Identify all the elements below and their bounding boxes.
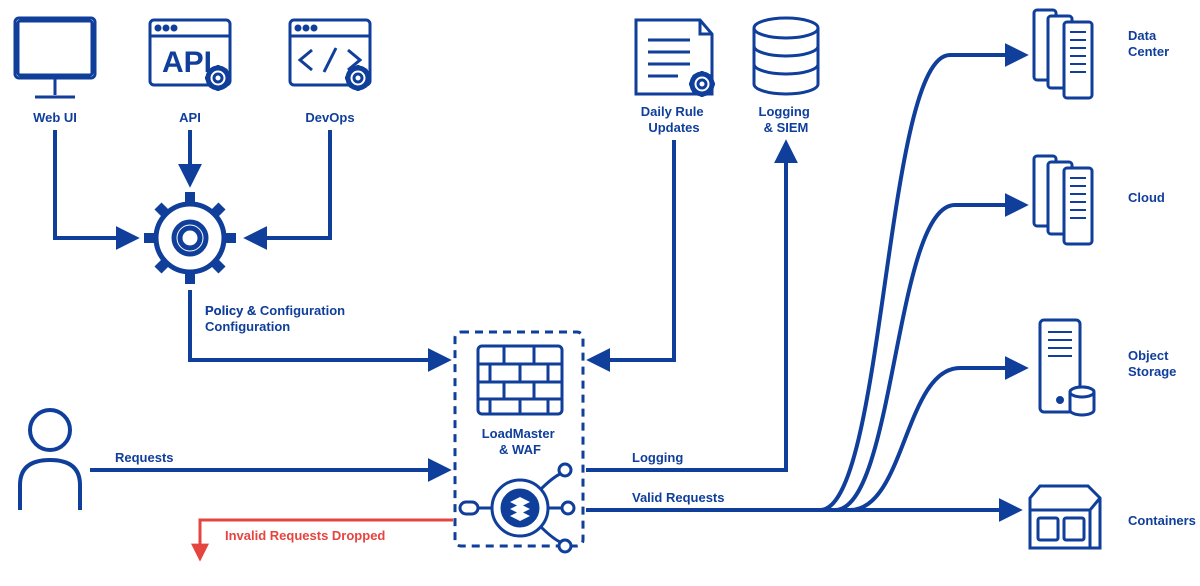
invalid-label: Invalid Requests Dropped bbox=[225, 528, 385, 543]
user-icon bbox=[20, 410, 80, 510]
loadmaster-box: LoadMaster & WAF bbox=[455, 332, 583, 552]
containers-icon bbox=[1030, 486, 1100, 548]
valid-requests-label: Valid Requests bbox=[632, 490, 724, 505]
logging-label: Logging bbox=[632, 450, 683, 465]
edge-dailyrule-loadmaster bbox=[591, 140, 674, 360]
api-label: API bbox=[179, 110, 201, 125]
devops-label: DevOps bbox=[305, 110, 354, 125]
data-center-label: Data Center bbox=[1128, 28, 1169, 59]
web-ui-icon bbox=[15, 18, 95, 97]
devops-icon bbox=[290, 20, 371, 91]
object-storage-label: Object Storage bbox=[1128, 348, 1176, 379]
edge-loadmaster-siem bbox=[586, 144, 786, 470]
object-storage-icon bbox=[1040, 320, 1094, 415]
architecture-diagram: Web UI API API bbox=[0, 0, 1200, 586]
logging-siem-icon bbox=[754, 18, 818, 94]
web-ui-label: Web UI bbox=[33, 110, 77, 125]
cloud-label: Cloud bbox=[1128, 190, 1165, 205]
containers-label: Containers bbox=[1128, 513, 1196, 528]
requests-label: Requests bbox=[115, 450, 174, 465]
edge-devops-gear bbox=[248, 130, 330, 238]
daily-rule-label: Daily Rule Updates bbox=[641, 104, 707, 135]
config-gear-icon bbox=[144, 192, 236, 284]
edge-loadmaster-datacenter bbox=[820, 55, 1024, 510]
api-icon: API bbox=[150, 20, 231, 91]
logging-siem-label: Logging & SIEM bbox=[759, 104, 814, 135]
edge-loadmaster-cloud bbox=[835, 205, 1024, 510]
edge-webui-gear bbox=[55, 130, 135, 238]
loadmaster-label: LoadMaster & WAF bbox=[482, 426, 559, 457]
data-center-icon bbox=[1034, 10, 1092, 98]
daily-rule-icon bbox=[636, 20, 715, 97]
cloud-icon bbox=[1034, 156, 1092, 244]
svg-text:API: API bbox=[162, 46, 212, 79]
